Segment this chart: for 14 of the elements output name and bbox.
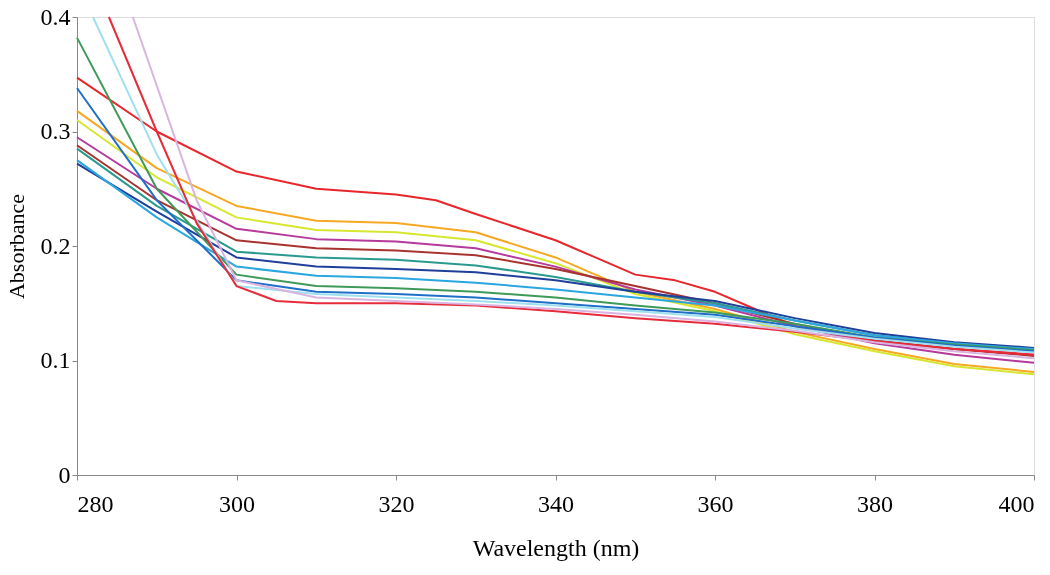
y-tick-label: 0 [58, 461, 71, 488]
y-axis-title: Absorbance [3, 193, 29, 300]
x-tick-label: 300 [219, 490, 255, 517]
x-tick-label: 360 [697, 490, 734, 517]
x-tick-label: 280 [77, 490, 114, 517]
y-tick-label: 0.4 [40, 3, 71, 30]
x-tick-label: 380 [857, 490, 893, 517]
y-tick-label: 0.2 [40, 232, 71, 259]
x-tick-label: 400 [998, 490, 1035, 517]
y-tick-label: 0.1 [40, 347, 71, 373]
x-axis-title: Wavelength (nm) [472, 534, 640, 561]
x-tick-label: 320 [378, 490, 415, 517]
x-tick-label: 340 [538, 490, 574, 517]
y-tick-label: 0.3 [40, 118, 71, 144]
